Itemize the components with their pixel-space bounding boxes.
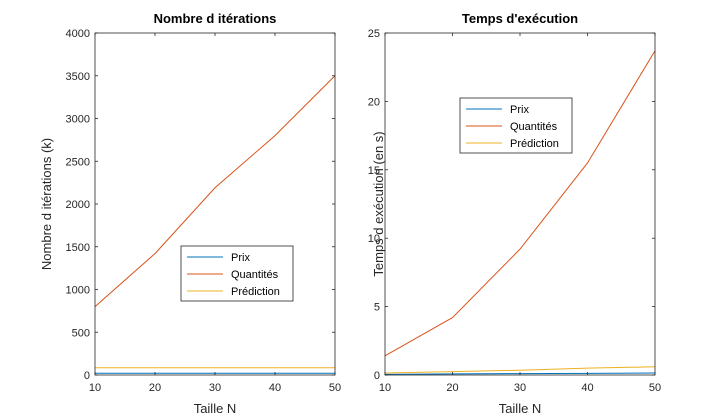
plot-area <box>385 33 655 375</box>
series-line-2 <box>384 366 656 374</box>
series-line-1 <box>384 50 656 357</box>
x-tick-label: 50 <box>649 382 661 394</box>
y-tick-label: 25 <box>368 28 380 40</box>
legend-label-2: Prédiction <box>231 286 280 298</box>
y-tick-label: 0 <box>374 370 380 382</box>
y-axis-label: Temps d exécution (en s) <box>371 131 386 276</box>
x-axis-label: Taille N <box>194 401 237 416</box>
y-tick-label: 4000 <box>66 28 90 40</box>
series-line-1 <box>94 75 336 307</box>
y-tick-label: 0 <box>84 370 90 382</box>
legend-label-1: Quantités <box>231 269 279 281</box>
legend: Prix Quantités Prédiction <box>459 97 573 154</box>
x-tick-label: 10 <box>379 382 391 394</box>
x-tick-label: 30 <box>209 382 221 394</box>
y-tick-label: 20 <box>368 96 380 108</box>
x-tick-label: 10 <box>89 382 101 394</box>
iterations-chart: 10 20 30 40 50050010001500200025003000350040… <box>39 11 341 416</box>
y-tick-label: 2000 <box>66 199 90 211</box>
legend-label-1: Quantités <box>510 121 558 133</box>
legend-label-2: Prédiction <box>510 138 559 150</box>
x-tick-label: 30 <box>514 382 526 394</box>
y-tick-label: 3000 <box>66 114 90 126</box>
legend: Prix Quantités Prédiction <box>180 245 294 302</box>
y-tick-label: 1000 <box>66 285 90 297</box>
plot-area <box>95 33 335 375</box>
legend-label-0: Prix <box>510 104 529 116</box>
legend-label-0: Prix <box>231 252 250 264</box>
chart-title: Temps d'exécution <box>462 11 578 26</box>
y-tick-label: 5 <box>374 302 380 314</box>
x-tick-label: 40 <box>269 382 281 394</box>
y-tick-label: 3500 <box>66 71 90 83</box>
x-tick-label: 50 <box>329 382 341 394</box>
y-tick-label: 15 <box>368 165 380 177</box>
x-tick-label: 20 <box>149 382 161 394</box>
x-tick-label: 20 <box>446 382 458 394</box>
chart-title: Nombre d itérations <box>154 11 277 26</box>
y-tick-label: 2500 <box>66 156 90 168</box>
x-tick-label: 40 <box>581 382 593 394</box>
y-axis-label: Nombre d itérations (k) <box>39 138 54 270</box>
execution-time-chart: 10 20 30 40 50 0 5 10 15 20 25 Temps d'exécution Tai… <box>368 11 661 416</box>
y-tick-label: 500 <box>72 327 90 339</box>
y-tick-label: 1500 <box>66 242 90 254</box>
x-axis-label: Taille N <box>499 401 542 416</box>
y-tick-label: 10 <box>368 233 380 245</box>
